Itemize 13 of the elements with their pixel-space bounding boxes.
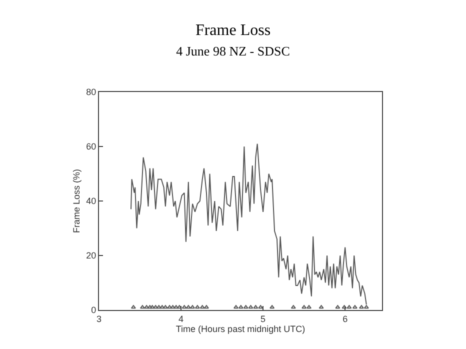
y-tick-label: 40 <box>86 196 96 206</box>
chart-title: Frame Loss <box>195 22 271 39</box>
x-tick-label: 6 <box>342 314 348 324</box>
x-tick-label: 4 <box>178 314 184 324</box>
x-tick-label: 3 <box>96 314 102 324</box>
y-tick-label: 60 <box>86 142 96 152</box>
chart-subtitle: 4 June 98 NZ - SDSC <box>176 44 290 59</box>
y-tick-label: 20 <box>86 250 96 261</box>
y-tick-label: 0 <box>91 305 96 316</box>
x-axis-title: Time (Hours past midnight UTC) <box>176 324 306 334</box>
x-tick-label: 5 <box>260 314 266 324</box>
y-tick-label: 80 <box>86 87 96 98</box>
y-axis-title: Frame Loss (%) <box>72 168 82 234</box>
